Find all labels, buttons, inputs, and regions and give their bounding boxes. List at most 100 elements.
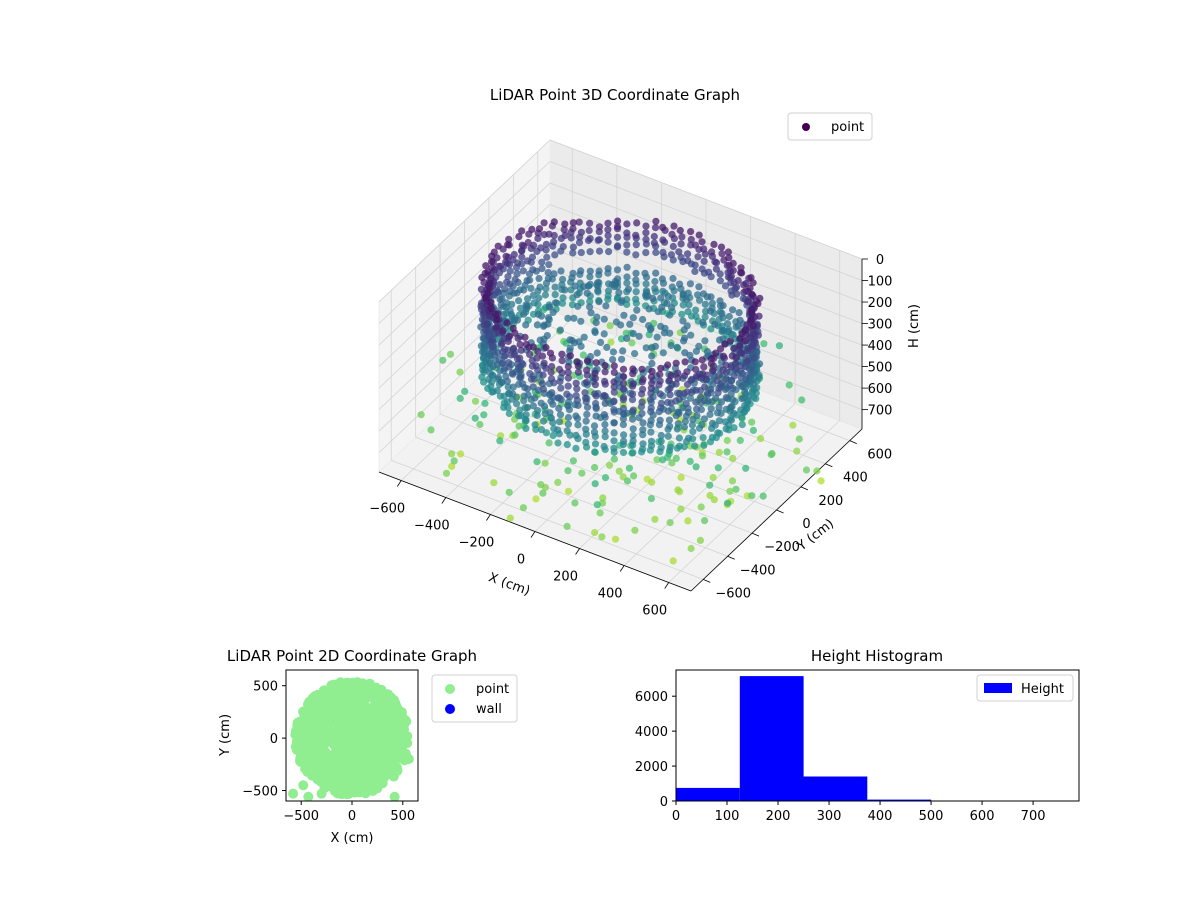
point-3d <box>583 357 592 365</box>
point-3d <box>520 310 528 318</box>
point-3d <box>729 454 737 462</box>
point-3d <box>666 329 674 337</box>
point-3d <box>657 399 666 407</box>
point-3d <box>699 434 707 442</box>
point-3d <box>582 425 590 433</box>
plot-3d-legend-marker <box>802 123 810 131</box>
point-3d <box>648 344 656 352</box>
point-3d <box>548 362 556 371</box>
point-3d <box>728 352 736 360</box>
point-2d <box>333 703 344 714</box>
point-3d <box>559 243 567 251</box>
point-3d <box>619 385 628 393</box>
point-3d <box>717 345 725 353</box>
point-3d <box>722 405 730 413</box>
point-3d <box>646 326 655 334</box>
point-2d <box>319 780 330 791</box>
point-3d <box>506 514 514 522</box>
point-3d <box>566 352 575 360</box>
point-3d <box>540 321 548 329</box>
point-3d <box>535 225 544 233</box>
point-3d <box>611 535 620 543</box>
point-3d <box>715 384 723 392</box>
point-3d <box>485 351 493 359</box>
point-3d <box>692 347 701 355</box>
histogram-bar <box>867 799 932 801</box>
point-3d <box>710 240 718 248</box>
point-3d <box>520 397 528 405</box>
point-3d <box>532 495 540 503</box>
point-3d <box>715 371 723 379</box>
point-2d <box>298 780 309 791</box>
tick-label-x: 200 <box>553 570 578 585</box>
point-2d <box>331 715 342 726</box>
point-2d <box>389 791 400 801</box>
point-2d <box>318 685 329 696</box>
point-3d <box>687 544 695 553</box>
point-3d <box>652 248 660 257</box>
point-3d <box>642 344 650 352</box>
point-3d <box>693 372 701 380</box>
point-3d <box>623 248 631 256</box>
point-3d <box>664 407 672 415</box>
grid-line-z <box>378 247 551 410</box>
point-3d <box>793 447 801 455</box>
point-3d <box>586 219 594 227</box>
point-3d <box>569 243 578 251</box>
plot-3d-title: LiDAR Point 3D Coordinate Graph <box>490 86 740 104</box>
point-3d <box>675 434 684 442</box>
point-3d <box>638 365 646 373</box>
point-3d <box>620 311 628 319</box>
point-3d <box>471 397 480 405</box>
point-3d <box>623 263 631 271</box>
tick-label-z: 400 <box>868 339 893 354</box>
point-3d <box>515 297 523 305</box>
point-3d <box>570 339 579 347</box>
point-3d <box>518 227 526 235</box>
point-3d <box>488 252 496 260</box>
point-3d <box>719 302 727 310</box>
point-3d <box>601 377 609 385</box>
point-3d <box>439 356 447 364</box>
point-3d <box>535 274 543 283</box>
point-3d <box>647 417 655 425</box>
tick-y <box>703 579 711 583</box>
point-2d <box>337 754 347 765</box>
point-3d <box>664 292 672 300</box>
point-3d <box>542 240 551 248</box>
point-3d <box>488 257 496 266</box>
point-3d <box>564 374 573 382</box>
point-3d <box>689 428 697 436</box>
point-3d <box>522 417 530 425</box>
point-3d <box>617 335 626 343</box>
point-3d <box>593 501 601 509</box>
grid-line-z <box>549 225 863 346</box>
point-3d <box>721 340 729 348</box>
point-3d <box>572 379 580 387</box>
tick-label-z: 300 <box>868 318 893 333</box>
point-3d <box>529 383 537 391</box>
point-3d <box>736 436 744 444</box>
point-2d <box>360 788 371 799</box>
point-3d <box>586 303 594 311</box>
point-3d <box>695 283 703 291</box>
point-3d <box>540 359 548 367</box>
point-3d <box>532 362 540 370</box>
point-3d <box>663 299 671 307</box>
point-3d <box>483 320 491 328</box>
point-3d <box>674 369 682 377</box>
point-3d <box>509 344 518 352</box>
tick-y <box>776 509 784 514</box>
point-3d <box>707 360 716 368</box>
point-3d <box>503 319 511 327</box>
point-3d <box>486 369 495 378</box>
point-3d <box>685 301 693 309</box>
point-3d <box>717 243 726 251</box>
point-3d <box>537 244 545 252</box>
tick-label-hist-x: 400 <box>868 809 893 824</box>
point-3d <box>744 344 752 352</box>
point-2d <box>292 729 303 740</box>
point-3d <box>591 440 600 448</box>
point-3d <box>471 414 479 422</box>
point-3d <box>529 343 537 351</box>
